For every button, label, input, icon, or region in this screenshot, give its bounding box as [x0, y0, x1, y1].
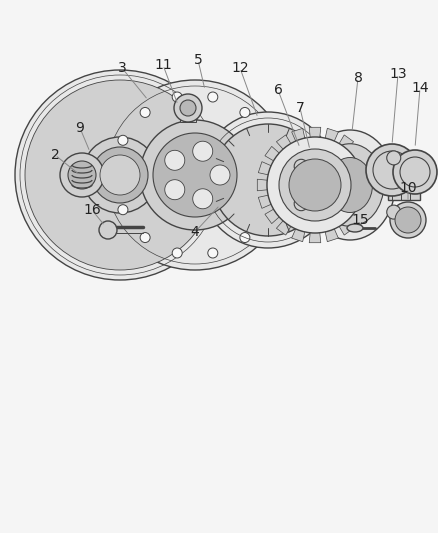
Text: 11: 11 [154, 58, 172, 72]
Circle shape [140, 108, 150, 117]
Circle shape [99, 221, 117, 239]
Bar [387, 170, 419, 200]
Ellipse shape [346, 224, 362, 232]
Circle shape [239, 232, 249, 243]
Circle shape [192, 189, 212, 209]
Text: 7: 7 [295, 101, 304, 115]
Circle shape [100, 155, 140, 195]
Text: 5: 5 [193, 53, 202, 67]
Ellipse shape [315, 144, 383, 226]
Polygon shape [258, 195, 270, 208]
Circle shape [207, 248, 217, 258]
Text: 2: 2 [50, 148, 59, 162]
Text: 6: 6 [273, 83, 282, 97]
Polygon shape [276, 135, 290, 149]
Circle shape [118, 205, 127, 215]
Polygon shape [339, 221, 353, 235]
Circle shape [25, 80, 215, 270]
Circle shape [386, 151, 400, 165]
Circle shape [365, 144, 417, 196]
Polygon shape [258, 161, 270, 175]
Circle shape [140, 120, 249, 230]
Circle shape [164, 180, 184, 200]
Circle shape [180, 100, 195, 116]
Polygon shape [358, 195, 371, 208]
Polygon shape [362, 179, 372, 191]
Circle shape [392, 150, 436, 194]
Circle shape [212, 124, 323, 236]
Text: 12: 12 [231, 61, 248, 75]
Polygon shape [276, 221, 290, 235]
Polygon shape [339, 135, 353, 149]
Polygon shape [291, 229, 304, 241]
Circle shape [15, 70, 225, 280]
Circle shape [200, 112, 335, 248]
Circle shape [82, 137, 158, 213]
Text: 9: 9 [75, 121, 84, 135]
Circle shape [261, 205, 272, 215]
Circle shape [293, 159, 307, 173]
Circle shape [207, 92, 217, 102]
Text: 3: 3 [117, 61, 126, 75]
Circle shape [269, 170, 279, 180]
Polygon shape [350, 209, 364, 224]
Polygon shape [257, 179, 267, 191]
Text: 14: 14 [410, 81, 428, 95]
Polygon shape [358, 161, 371, 175]
Circle shape [386, 205, 400, 219]
Circle shape [261, 135, 272, 146]
Circle shape [389, 202, 425, 238]
Polygon shape [308, 233, 320, 243]
Text: 16: 16 [83, 203, 101, 217]
Circle shape [209, 165, 230, 185]
Polygon shape [180, 108, 195, 122]
Circle shape [92, 147, 148, 203]
Circle shape [140, 232, 150, 243]
Bar [299, 171, 314, 199]
Circle shape [266, 137, 362, 233]
Text: 13: 13 [389, 67, 406, 81]
Polygon shape [264, 147, 279, 161]
Circle shape [279, 149, 350, 221]
Circle shape [192, 141, 212, 161]
Circle shape [68, 161, 96, 189]
Ellipse shape [304, 130, 394, 240]
Text: 4: 4 [190, 225, 199, 239]
Polygon shape [350, 147, 364, 161]
Circle shape [118, 135, 127, 146]
Text: 8: 8 [353, 71, 362, 85]
Circle shape [173, 94, 201, 122]
Circle shape [288, 159, 340, 211]
Ellipse shape [327, 157, 372, 213]
Polygon shape [291, 128, 304, 141]
Polygon shape [264, 209, 279, 224]
Text: 10: 10 [398, 181, 416, 195]
Circle shape [153, 133, 237, 217]
Text: 15: 15 [350, 213, 368, 227]
Circle shape [172, 92, 182, 102]
Polygon shape [308, 127, 320, 137]
Polygon shape [325, 229, 338, 241]
Circle shape [100, 80, 290, 270]
Circle shape [394, 207, 420, 233]
Circle shape [293, 197, 307, 211]
Polygon shape [325, 128, 338, 141]
Circle shape [164, 150, 184, 171]
Circle shape [172, 248, 182, 258]
Circle shape [239, 108, 249, 117]
Circle shape [110, 170, 120, 180]
Circle shape [60, 153, 104, 197]
